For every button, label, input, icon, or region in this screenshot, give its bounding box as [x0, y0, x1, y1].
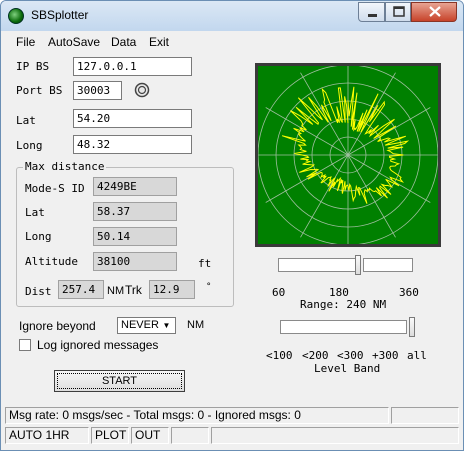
trk-value: 12.9: [149, 280, 195, 299]
ignore-beyond-value: NEVER: [121, 319, 159, 331]
lat-label: Lat: [16, 114, 36, 127]
menu-autosave[interactable]: AutoSave: [48, 35, 101, 49]
max-distance-group: [16, 167, 234, 307]
modes-id-value: 4249BE: [93, 177, 177, 196]
menu-exit[interactable]: Exit: [149, 35, 170, 49]
range-min-track[interactable]: [278, 258, 357, 272]
maximize-button[interactable]: [385, 2, 411, 22]
message-stats: Msg rate: 0 msgs/sec - Total msgs: 0 - I…: [5, 407, 389, 424]
max-distance-title: Max distance: [23, 160, 107, 173]
status-bar-messages: Msg rate: 0 msgs/sec - Total msgs: 0 - I…: [1, 406, 463, 425]
level-tick-200: <200: [302, 349, 329, 362]
range-tick-360: 360: [399, 286, 419, 299]
radar-plot[interactable]: [253, 60, 443, 250]
level-tick-plus300: +300: [372, 349, 399, 362]
modes-id-label: Mode-S ID: [25, 182, 85, 195]
close-icon: [429, 6, 441, 17]
trk-label: Trk: [125, 283, 142, 297]
range-label: Range: 240 NM: [300, 298, 387, 311]
dist-value: 257.4: [58, 280, 104, 299]
coverage-trace: [281, 86, 410, 204]
long-label: Long: [16, 139, 43, 152]
log-ignored-label: Log ignored messages: [37, 338, 159, 352]
maximize-icon: [393, 6, 405, 17]
menu-file[interactable]: File: [16, 35, 36, 49]
max-long-value: 50.14: [93, 227, 177, 246]
log-ignored-checkbox[interactable]: [19, 339, 31, 351]
altitude-value: 38100: [93, 252, 177, 271]
bearing-line: [265, 107, 431, 203]
status-bar-modes: AUTO 1HR PLOT OUT: [1, 426, 463, 445]
minimize-icon: [368, 14, 377, 17]
range-max-track[interactable]: [363, 258, 413, 272]
port-label: Port BS: [16, 84, 63, 97]
status-panel-empty: [391, 407, 459, 424]
minimize-button[interactable]: [358, 2, 385, 22]
level-tick-all: all: [407, 349, 427, 362]
dist-label: Dist: [25, 285, 52, 298]
plot-status: PLOT: [91, 427, 129, 444]
max-long-label: Long: [25, 230, 52, 243]
status-panel-empty-2: [171, 427, 209, 444]
status-panel-empty-3: [211, 427, 459, 444]
long-input[interactable]: 48.32: [73, 135, 192, 154]
ignore-beyond-select[interactable]: NEVER ▼: [117, 317, 176, 334]
ignore-beyond-label: Ignore beyond: [19, 319, 96, 333]
lat-input[interactable]: 54.20: [73, 109, 192, 128]
max-lat-label: Lat: [25, 206, 45, 219]
altitude-unit: ft: [198, 257, 212, 270]
level-tick-300: <300: [337, 349, 364, 362]
trk-unit: °: [206, 282, 212, 292]
connect-icon[interactable]: [134, 82, 150, 98]
menu-bar: File AutoSave Data Exit: [1, 31, 463, 51]
level-band-track[interactable]: [280, 320, 407, 334]
close-button[interactable]: [411, 2, 457, 22]
chevron-down-icon: ▼: [162, 321, 171, 330]
level-tick-100: <100: [266, 349, 293, 362]
altitude-label: Altitude: [25, 255, 78, 268]
window-title: SBSplotter: [31, 8, 89, 22]
range-tick-60: 60: [272, 286, 286, 299]
start-button[interactable]: START: [54, 370, 185, 392]
level-band-label: Level Band: [314, 362, 381, 375]
range-slider-thumb[interactable]: [355, 255, 361, 275]
dist-unit: NM: [107, 285, 125, 297]
ip-input[interactable]: 127.0.0.1: [73, 57, 192, 76]
max-lat-value: 58.37: [93, 202, 177, 221]
level-band-thumb[interactable]: [409, 317, 415, 337]
port-input[interactable]: 30003: [73, 81, 122, 100]
ip-label: IP BS: [16, 60, 50, 73]
menu-data[interactable]: Data: [111, 35, 137, 49]
radar-display: [253, 60, 443, 250]
radar-app-icon: [8, 8, 24, 24]
ignore-unit: NM: [187, 319, 205, 331]
out-status: OUT: [131, 427, 169, 444]
range-tick-180: 180: [329, 286, 349, 299]
title-bar[interactable]: SBSplotter: [1, 1, 463, 31]
autosave-status: AUTO 1HR: [5, 427, 89, 444]
